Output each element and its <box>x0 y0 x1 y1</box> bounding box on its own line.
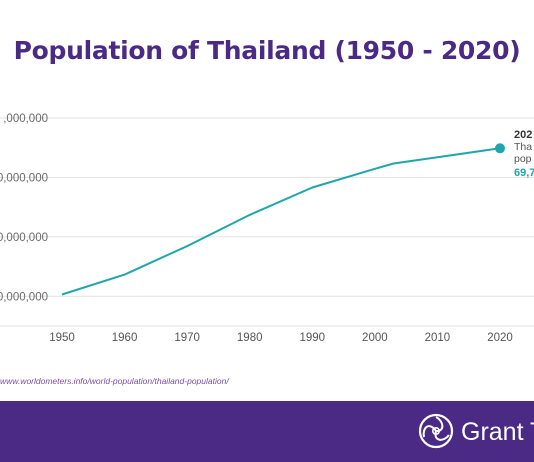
annotation-year: 202 <box>514 129 532 141</box>
y-tick-label: ,000,000 <box>3 113 48 125</box>
y-tick-label: 0,000,000 <box>0 291 48 303</box>
end-annotation: 202 Tha pop 69,7 <box>514 129 534 179</box>
annotation-value: 69,7 <box>514 167 534 179</box>
x-tick-label: 2010 <box>425 332 451 344</box>
y-tick-label: 0,000,000 <box>0 172 48 184</box>
x-tick-label: 1980 <box>237 332 263 344</box>
grant-thornton-logo-icon <box>418 413 454 449</box>
chart-title: Population of Thailand (1950 - 2020) <box>13 36 521 65</box>
footer-bar: Grant Th <box>0 401 534 462</box>
line-chart: 0,000,000 0,000,000 0,000,000 ,000,000 1950… <box>0 113 534 344</box>
end-point-marker <box>495 143 505 154</box>
y-tick-label: 0,000,000 <box>0 232 48 244</box>
source-link[interactable]: www.worldometers.info/world-population/t… <box>0 376 229 386</box>
annotation-line-1: Tha <box>514 141 532 153</box>
x-tick-label: 2000 <box>362 332 388 344</box>
x-tick-label: 1970 <box>174 332 200 344</box>
x-tick-label: 2020 <box>487 332 513 344</box>
annotation-line-2: pop <box>514 153 532 165</box>
brand-name: Grant Th <box>461 418 534 446</box>
population-line <box>61 147 501 296</box>
x-tick-label: 1960 <box>112 332 138 344</box>
x-tick-label: 1950 <box>49 332 75 344</box>
x-tick-label: 1990 <box>299 332 325 344</box>
